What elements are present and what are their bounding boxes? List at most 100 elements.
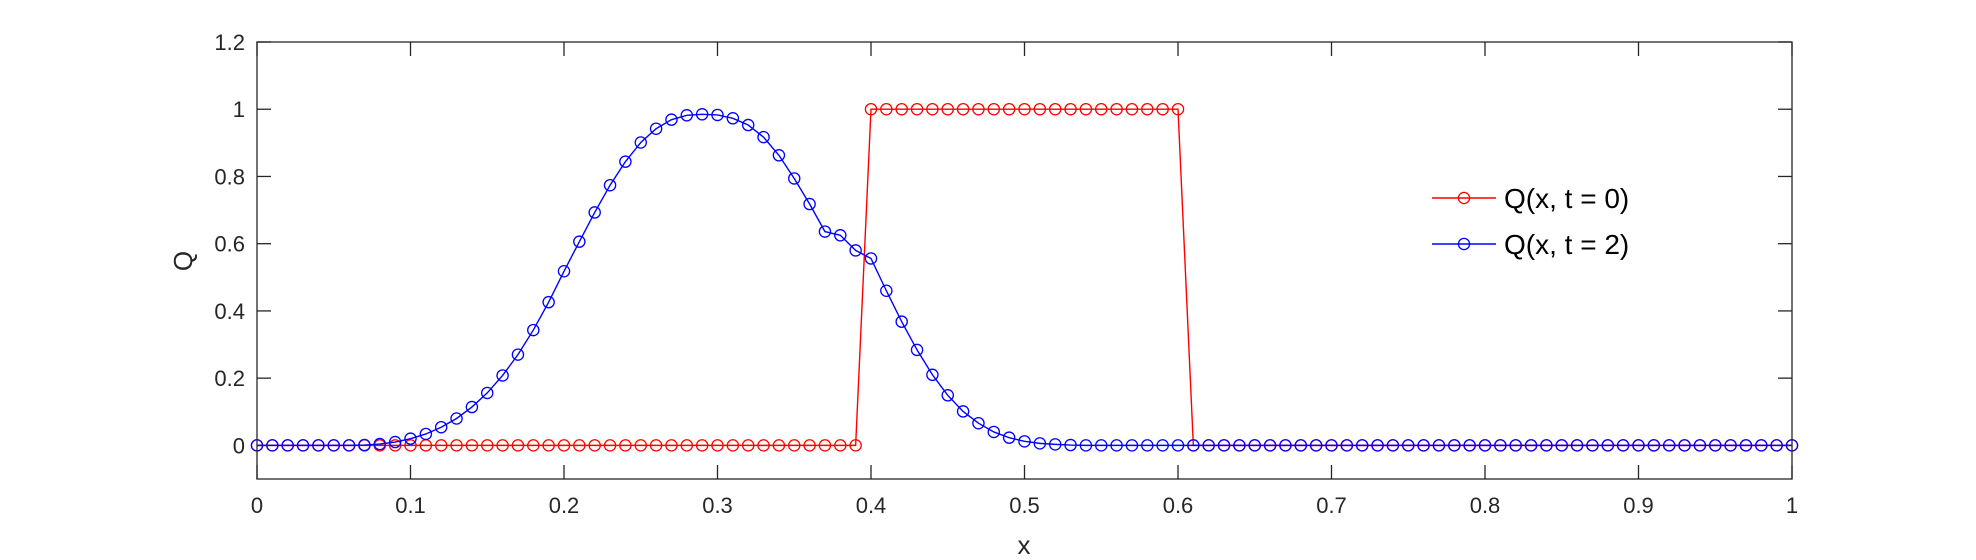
data-point — [1125, 439, 1139, 452]
data-point — [1524, 439, 1538, 452]
data-point — [849, 439, 862, 452]
series-2 — [250, 108, 1799, 452]
data-point — [665, 439, 678, 452]
data-point — [1263, 439, 1277, 452]
data-point — [496, 439, 509, 452]
x-tick-label: 1 — [1786, 493, 1798, 518]
data-point — [895, 315, 908, 328]
data-point — [465, 400, 479, 414]
data-point — [1233, 439, 1246, 452]
data-point — [926, 102, 939, 116]
data-point — [511, 348, 525, 361]
data-point — [480, 386, 494, 400]
data-point — [695, 439, 709, 452]
legend-label: Q(x, t = 0) — [1504, 183, 1629, 214]
x-tick-label: 0.3 — [702, 493, 733, 518]
data-point — [434, 439, 448, 452]
data-point — [1048, 102, 1062, 116]
data-point — [956, 405, 970, 418]
data-point — [542, 295, 555, 309]
data-point — [880, 102, 893, 116]
data-point — [404, 439, 417, 452]
data-point — [818, 225, 832, 238]
data-point — [1647, 439, 1661, 452]
data-point — [941, 389, 955, 402]
data-point — [665, 113, 678, 126]
x-tick-label: 0.9 — [1623, 493, 1654, 518]
data-point — [573, 235, 586, 248]
data-point — [1739, 439, 1753, 452]
data-point — [864, 252, 878, 265]
data-point — [711, 108, 724, 122]
data-point — [1678, 439, 1691, 452]
data-point — [1248, 439, 1262, 452]
data-point — [1095, 102, 1108, 116]
data-point — [388, 435, 402, 449]
legend-entry: Q(x, t = 2) — [1432, 229, 1629, 260]
data-point — [818, 439, 832, 452]
data-point — [465, 439, 479, 452]
data-point — [1171, 102, 1185, 116]
x-tick-label: 0 — [251, 493, 263, 518]
data-point — [1448, 439, 1461, 452]
data-point — [557, 439, 571, 452]
plot-frame — [256, 41, 1793, 480]
data-point — [358, 438, 371, 452]
data-point — [1555, 439, 1569, 452]
data-point — [588, 206, 601, 219]
data-point — [1048, 438, 1062, 451]
data-point — [987, 102, 1001, 116]
y-tick-label: 0.2 — [214, 366, 245, 391]
data-point — [680, 439, 694, 452]
data-point — [312, 439, 325, 452]
data-point — [1141, 439, 1154, 452]
tick-layer: 0 0.1 0.2 0.3 0.4 0.5 0.6 0.7 0.8 0.9 1 0 0.2 0.4 0.6 0… — [214, 30, 1798, 518]
data-point — [542, 439, 555, 452]
data-point — [634, 439, 648, 452]
data-point — [1187, 439, 1200, 452]
data-point — [1355, 439, 1369, 452]
data-point — [757, 130, 770, 144]
legend-label: Q(x, t = 2) — [1504, 229, 1629, 260]
data-point — [511, 439, 525, 452]
data-point — [296, 439, 310, 452]
series-line — [257, 108, 1792, 447]
data-point — [1217, 439, 1231, 452]
data-point — [327, 439, 340, 452]
series-1 — [250, 102, 1799, 452]
data-point — [1616, 439, 1630, 452]
data-point — [803, 197, 816, 211]
data-point — [910, 102, 924, 116]
data-point — [281, 439, 294, 452]
x-axis-title: x — [1018, 530, 1031, 560]
data-point — [1432, 439, 1446, 452]
data-point — [941, 102, 955, 116]
data-point — [603, 439, 617, 452]
data-point — [1125, 102, 1139, 116]
series-line — [257, 113, 1792, 447]
data-point — [1325, 439, 1338, 452]
data-point — [788, 172, 801, 185]
y-tick-label: 0.8 — [214, 164, 245, 189]
data-point — [1509, 439, 1522, 452]
data-point — [496, 369, 509, 382]
data-point — [634, 136, 648, 149]
legend-marker — [1457, 191, 1471, 205]
data-point — [1141, 102, 1154, 116]
data-point — [1724, 439, 1737, 452]
data-point — [926, 368, 939, 382]
data-point — [1709, 439, 1722, 452]
data-point — [695, 108, 709, 121]
data-point — [987, 425, 1001, 439]
data-point — [680, 109, 694, 122]
data-point — [1294, 439, 1308, 452]
data-point — [1632, 439, 1645, 452]
data-point — [1064, 102, 1077, 116]
data-point — [1156, 102, 1169, 116]
data-point — [388, 439, 402, 452]
data-point — [480, 439, 494, 452]
data-point — [434, 420, 448, 434]
series-layer — [250, 102, 1799, 452]
data-point — [450, 412, 463, 425]
data-point — [1171, 439, 1185, 452]
